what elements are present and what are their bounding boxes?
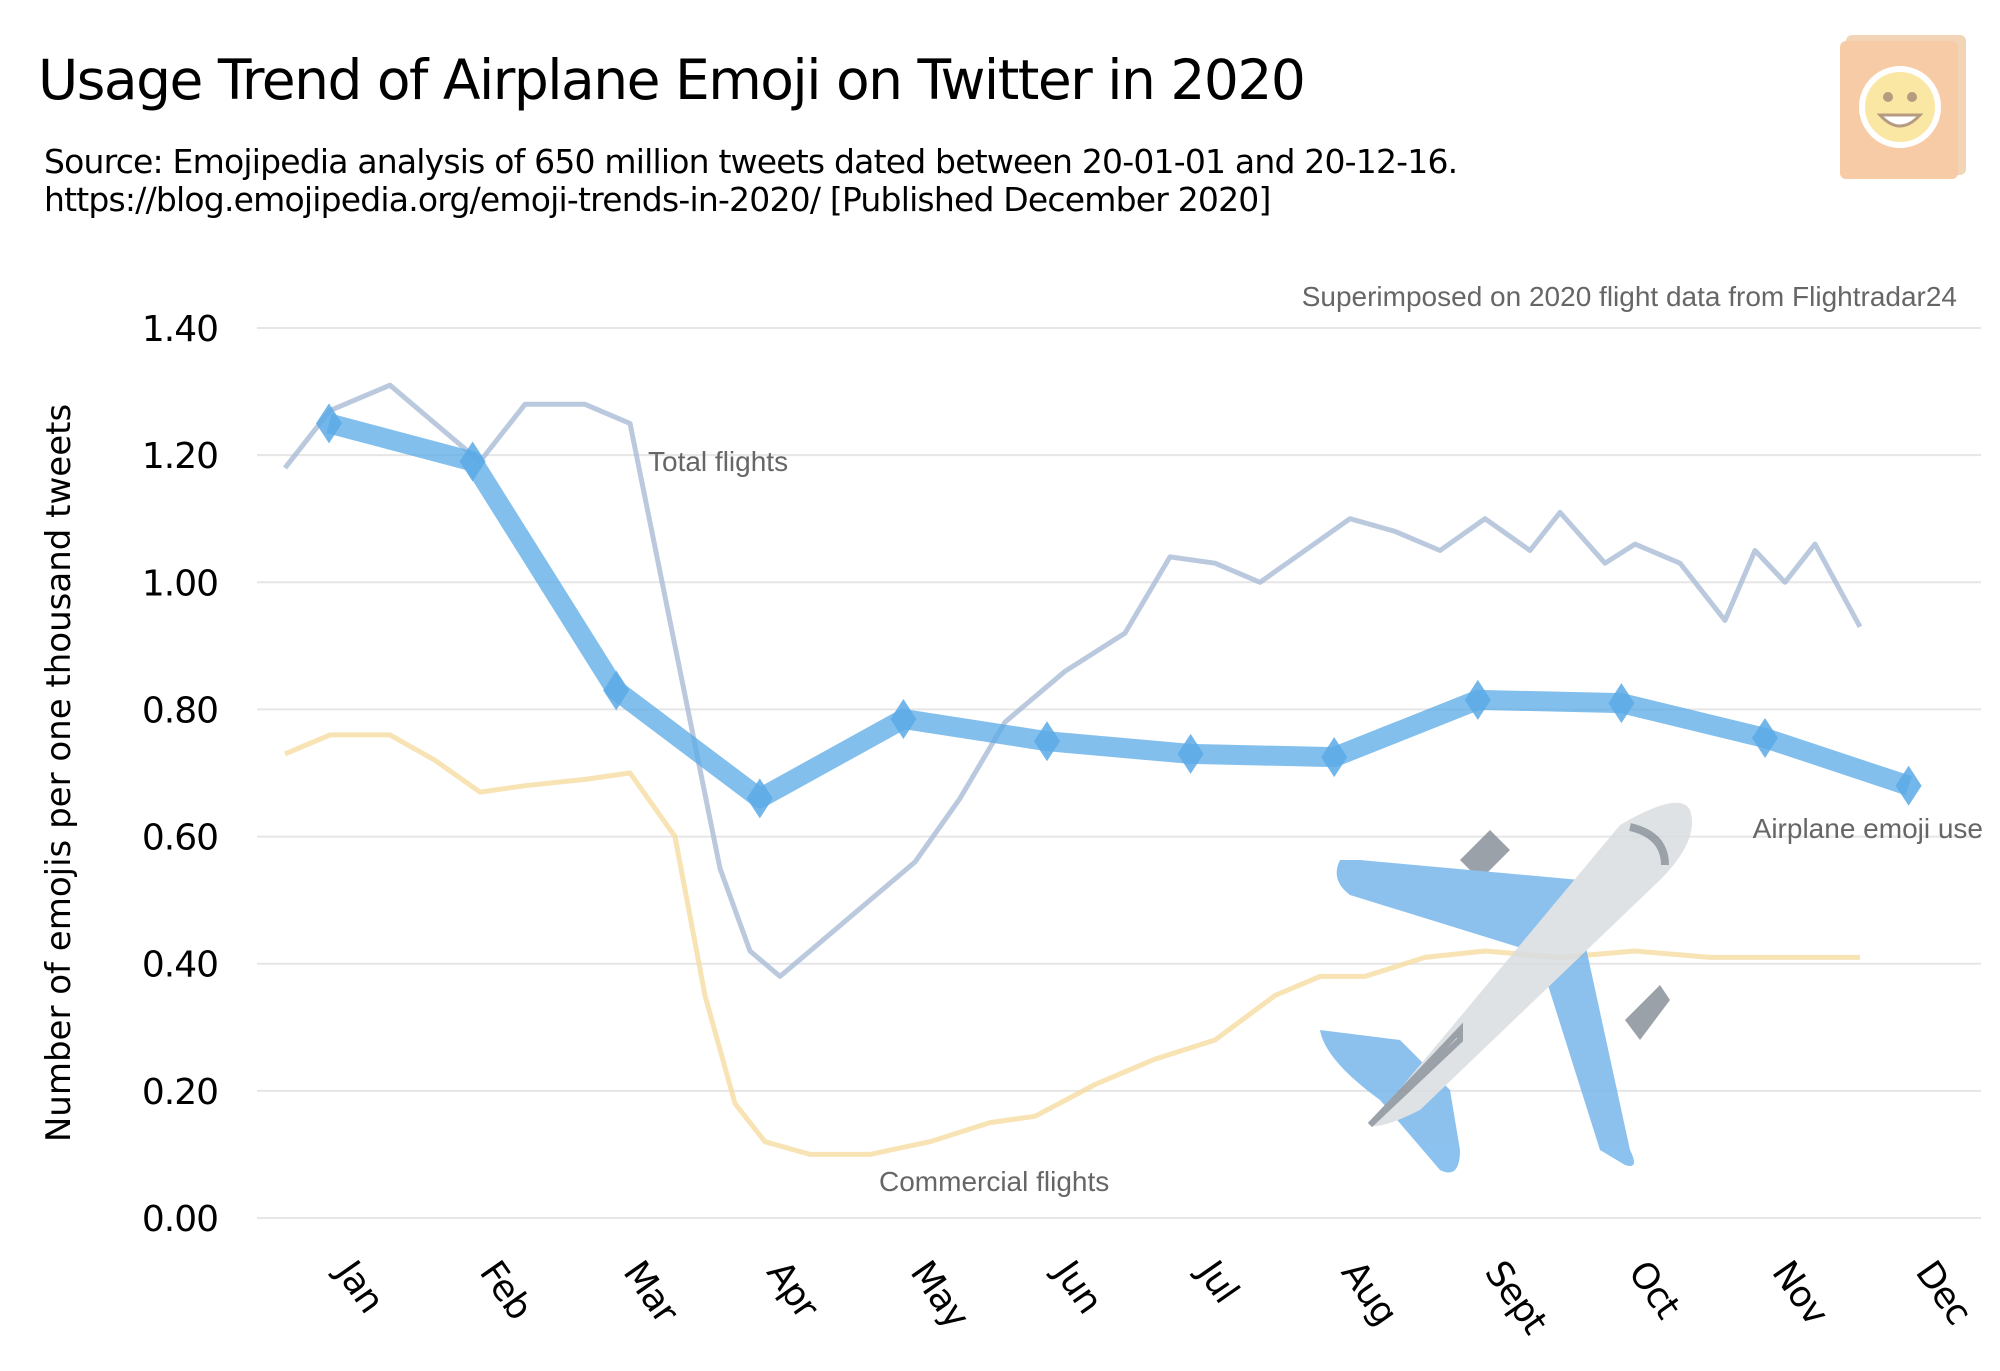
x-tick-label: Mar <box>615 1254 687 1332</box>
url-line: https://blog.emojipedia.org/emoji-trends… <box>44 180 1271 219</box>
data-point <box>1608 683 1635 724</box>
x-tick-label: Jul <box>1188 1252 1246 1310</box>
x-tick-label: Feb <box>471 1254 539 1327</box>
y-tick-label: 0.80 <box>142 690 218 731</box>
airplane-emoji-use-line <box>326 413 1912 809</box>
chart-title: Usage Trend of Airplane Emoji on Twitter… <box>38 48 1306 112</box>
data-point <box>316 403 342 444</box>
x-tick-label: Apr <box>758 1254 826 1327</box>
y-tick-label: 0.40 <box>142 945 218 986</box>
data-point <box>1034 721 1060 762</box>
x-tick-label: Oct <box>1620 1254 1688 1327</box>
data-point <box>603 670 630 711</box>
x-tick-label: Aug <box>1333 1254 1405 1333</box>
x-tick-label: Dec <box>1907 1254 1979 1332</box>
x-tick-label: Jan <box>326 1252 391 1320</box>
source-line: Source: Emojipedia analysis of 650 milli… <box>44 142 1458 181</box>
x-tick-label: Sept <box>1476 1254 1555 1342</box>
y-tick-label: 0.20 <box>142 1072 218 1113</box>
x-tick-label: May <box>902 1254 977 1337</box>
x-tick-label: Jun <box>1044 1252 1109 1321</box>
commercial-flights-label: Commercial flights <box>879 1166 1109 1197</box>
data-point <box>890 698 917 739</box>
y-tick-label: 1.20 <box>142 436 218 477</box>
y-axis-label: Number of emojis per one thousand tweets <box>39 404 79 1142</box>
overlay-note: Superimposed on 2020 flight data from Fl… <box>1302 281 1957 312</box>
data-point <box>1177 733 1204 774</box>
airplane-emoji-use-label: Airplane emoji use <box>1753 813 1983 844</box>
commercial-flights-line <box>284 732 1860 1157</box>
total-flights-label: Total flights <box>648 446 788 477</box>
y-tick-label: 0.00 <box>142 1199 218 1240</box>
y-tick-label: 0.60 <box>142 818 218 859</box>
data-point <box>1752 718 1778 759</box>
y-tick-label: 1.40 <box>142 309 218 350</box>
data-point <box>746 778 773 819</box>
data-point <box>1321 737 1348 778</box>
x-tick-label: Nov <box>1764 1254 1837 1333</box>
emojipedia-logo-icon <box>1840 35 1966 179</box>
y-tick-label: 1.00 <box>142 563 218 604</box>
data-point <box>459 441 486 482</box>
total-flights-line <box>283 382 1863 979</box>
data-point <box>1895 765 1922 806</box>
data-point <box>1464 679 1491 720</box>
airplane-emoji-icon <box>1320 802 1692 1173</box>
